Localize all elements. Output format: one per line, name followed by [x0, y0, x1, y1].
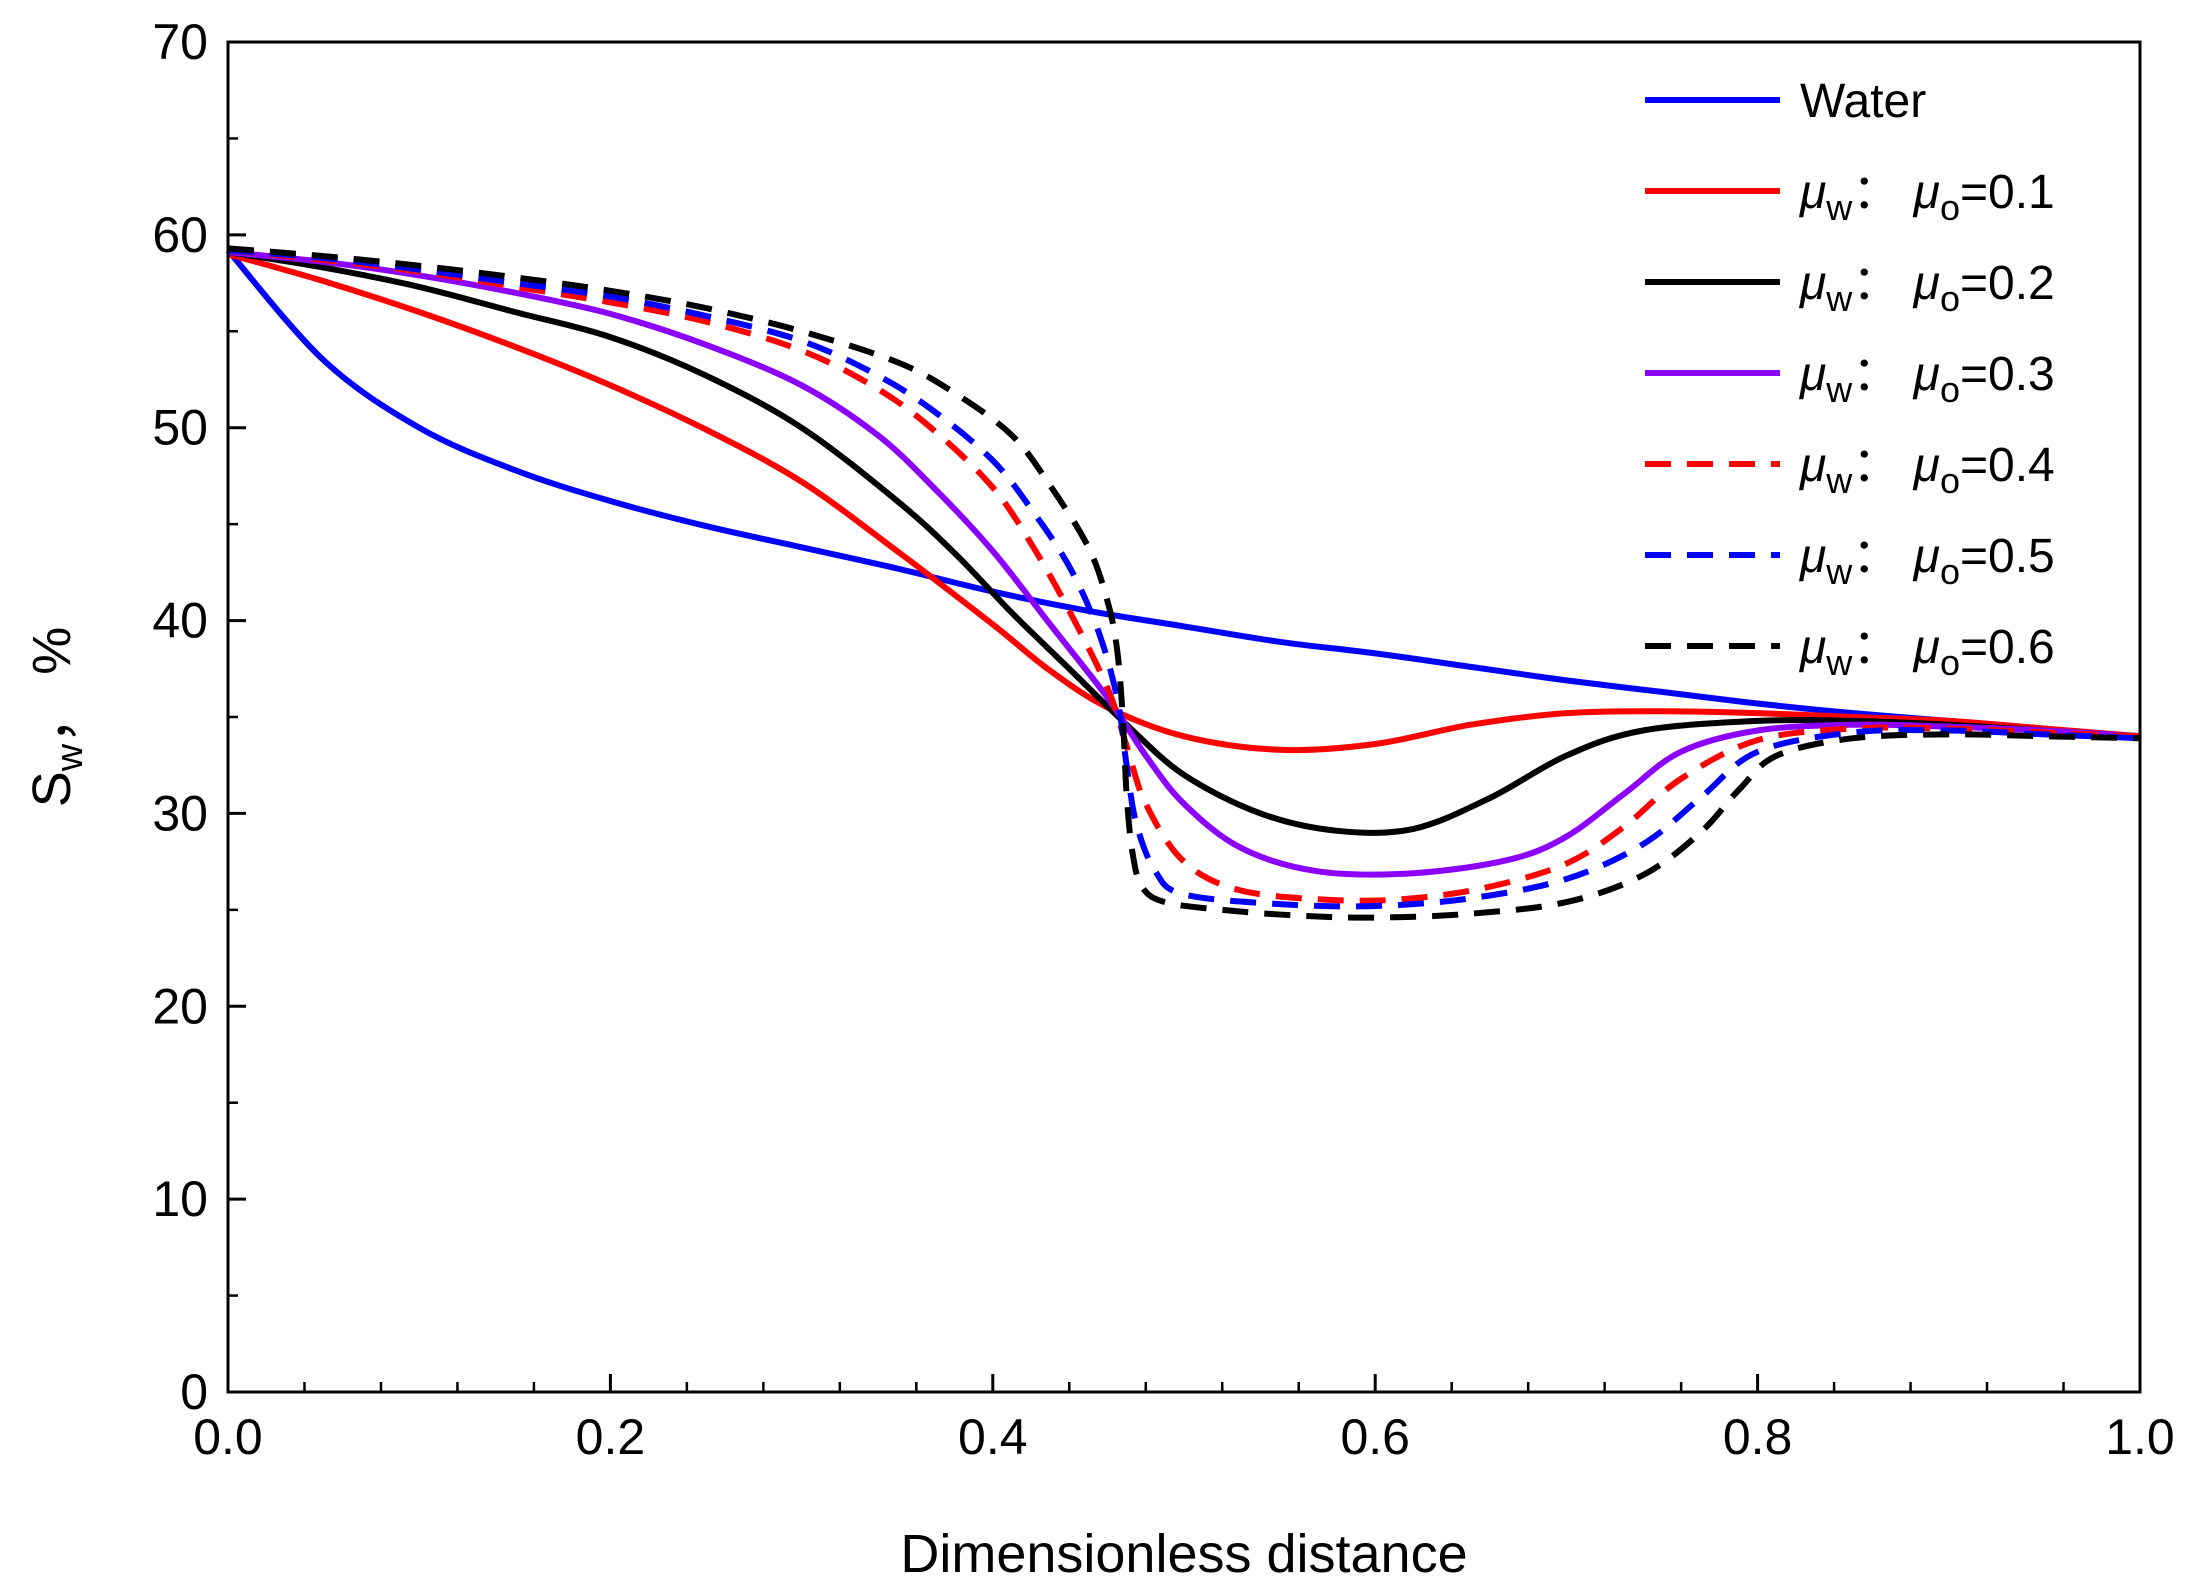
- series-line-5: [227, 247, 2141, 904]
- legend-label-4: μw： μo=0.3: [1798, 348, 2055, 410]
- y-tick-label: 40: [152, 593, 208, 649]
- series-line-1: [225, 248, 2141, 742]
- series-line-4: [227, 249, 2141, 878]
- x-tick-label: 0.4: [958, 1409, 1028, 1465]
- x-tick-label: 0.6: [1340, 1409, 1410, 1465]
- series-line-3: [227, 249, 2141, 836]
- series-line-6: [227, 247, 2141, 910]
- legend-label-5: μw： μo=0.4: [1798, 439, 2055, 501]
- y-tick-label: 50: [152, 400, 208, 456]
- x-axis-title: Dimensionless distance: [900, 1524, 1467, 1584]
- y-axis-title-main: S: [22, 771, 82, 807]
- y-tick-label: 30: [152, 785, 208, 841]
- legend-label-6: μw： μo=0.5: [1798, 530, 2055, 592]
- y-axis-title-unit: ， %: [22, 627, 82, 744]
- y-axis-title: Sw， %: [22, 627, 91, 808]
- legend-label-1: Water: [1800, 75, 1926, 128]
- x-tick-label: 0.0: [193, 1409, 263, 1465]
- legend-label-3: μw： μo=0.2: [1798, 257, 2055, 319]
- y-tick-label: 20: [152, 978, 208, 1034]
- x-tick-label: 1.0: [2105, 1409, 2175, 1465]
- series-line-2: [227, 251, 2141, 754]
- x-tick-label: 0.2: [576, 1409, 646, 1465]
- y-tick-label: 10: [152, 1171, 208, 1227]
- y-tick-label: 0: [180, 1364, 208, 1420]
- legend: Water μw： μo=0.1 μw： μo=0.2 μw： μo=0.3 μw： μ…: [1645, 75, 2055, 683]
- x-tick-label: 0.8: [1723, 1409, 1793, 1465]
- series-line-7: [227, 245, 2141, 921]
- y-axis-title-sub: w: [49, 743, 91, 772]
- legend-label-7: μw： μo=0.6: [1798, 621, 2055, 683]
- legend-label-2: μw： μo=0.1: [1798, 166, 2055, 228]
- y-tick-label: 60: [152, 207, 208, 263]
- y-tick-label: 70: [152, 14, 208, 70]
